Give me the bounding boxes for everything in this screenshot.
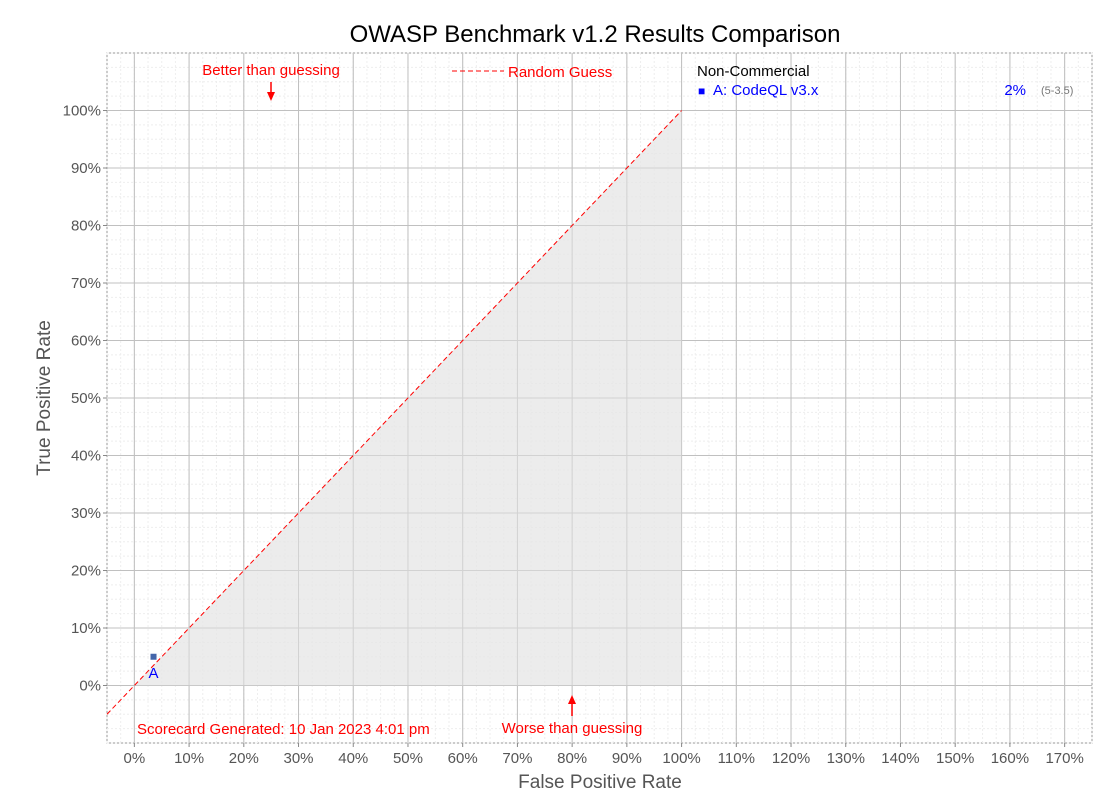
x-tick-label: 170%: [1045, 750, 1083, 767]
y-tick-label: 100%: [63, 103, 101, 120]
x-tick-label: 10%: [174, 750, 204, 767]
x-axis-ticks: 0% 10% 20% 30% 40% 50% 60% 70% 80% 90% 100% 110% 120…: [124, 743, 1084, 767]
x-tick-label: 60%: [448, 750, 478, 767]
legend-entry-counts: (5-3.5): [1041, 85, 1073, 97]
x-tick-label: 40%: [338, 750, 368, 767]
y-tick-label: 70%: [71, 275, 101, 292]
better-arrow-icon: [267, 82, 275, 101]
data-point-label: A: [149, 665, 159, 682]
x-tick-label: 80%: [557, 750, 587, 767]
data-points: A: [149, 653, 159, 682]
y-tick-label: 0%: [79, 678, 101, 695]
major-grid-over-region: [107, 53, 1092, 743]
x-tick-label: 130%: [827, 750, 865, 767]
x-tick-label: 70%: [502, 750, 532, 767]
random-guess-legend-label: Random Guess: [508, 64, 612, 81]
legend-entry-label: A: CodeQL v3.x: [713, 82, 819, 99]
y-tick-label: 80%: [71, 218, 101, 235]
legend-entry: ■ A: CodeQL v3.x 2% (5-3.5): [698, 82, 1073, 99]
random-guess-line: [106, 110, 682, 715]
x-tick-label: 0%: [124, 750, 146, 767]
y-axis-title: True Positive Rate: [34, 320, 55, 476]
x-axis-title: False Positive Rate: [518, 772, 682, 793]
x-tick-label: 160%: [991, 750, 1029, 767]
legend-marker-icon: ■: [698, 84, 705, 98]
y-tick-label: 20%: [71, 563, 101, 580]
y-tick-label: 90%: [71, 160, 101, 177]
x-tick-label: 90%: [612, 750, 642, 767]
x-tick-label: 110%: [718, 750, 755, 767]
worse-than-guessing-label: Worse than guessing: [502, 720, 643, 737]
better-than-guessing-label: Better than guessing: [202, 62, 340, 79]
legend-heading: Non-Commercial: [697, 63, 810, 80]
x-tick-label: 50%: [393, 750, 423, 767]
y-tick-label: 50%: [71, 390, 101, 407]
x-tick-label: 150%: [936, 750, 974, 767]
y-tick-label: 30%: [71, 505, 101, 522]
worse-arrow-icon: [568, 695, 576, 716]
y-axis-ticks: 0% 10% 20% 30% 40% 50% 60% 70% 80% 90% 100%: [63, 103, 107, 695]
x-tick-label: 30%: [284, 750, 314, 767]
x-tick-label: 20%: [229, 750, 259, 767]
y-tick-label: 60%: [71, 333, 101, 350]
legend-entry-score: 2%: [1004, 82, 1026, 99]
data-point: [150, 653, 157, 660]
scorecard-generated-label: Scorecard Generated: 10 Jan 2023 4:01 pm: [137, 721, 430, 738]
y-tick-label: 40%: [71, 448, 101, 465]
chart-title: OWASP Benchmark v1.2 Results Comparison: [350, 21, 841, 48]
x-tick-label: 100%: [662, 750, 700, 767]
y-tick-label: 10%: [71, 620, 101, 637]
x-tick-label: 140%: [881, 750, 919, 767]
x-tick-label: 120%: [772, 750, 810, 767]
